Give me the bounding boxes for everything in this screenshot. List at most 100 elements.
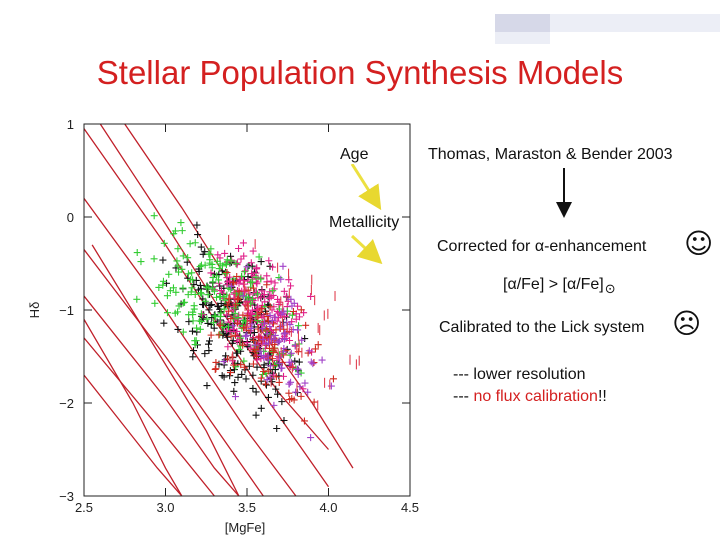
corner-decoration-light <box>550 14 720 32</box>
corner-decoration-fade <box>495 32 550 44</box>
metallicity-label: Metallicity <box>326 214 403 232</box>
sad-face-icon: ☹ <box>672 307 702 340</box>
scatter-point-series-1 <box>268 306 276 314</box>
scatter-point-series-3 <box>232 301 240 309</box>
scatter-point-series-4 <box>243 263 251 271</box>
y-tick-label: 1 <box>67 117 74 132</box>
scatter-point-series-2 <box>248 295 256 303</box>
x-axis-label: [MgFe] <box>225 520 265 535</box>
scatter-point-series-4 <box>292 388 300 396</box>
scatter-point-series-4 <box>276 353 284 361</box>
scatter-point-series-1 <box>223 311 231 319</box>
scatter-point-series-2 <box>159 281 167 289</box>
scatter-point-series-0 <box>204 340 212 348</box>
scatter-point-series-3 <box>212 358 220 366</box>
scatter-point-series-3 <box>240 363 248 371</box>
scatter-point-series-3 <box>258 305 266 313</box>
scatter-point-series-2 <box>223 256 231 264</box>
scatter-point-series-4 <box>280 330 288 338</box>
scatter-point-series-1 <box>199 311 207 319</box>
scatter-point-series-0 <box>278 398 286 406</box>
scatter-point-series-1 <box>269 263 277 271</box>
scatter-point-series-0 <box>210 324 218 332</box>
scatter-point-series-2 <box>210 287 218 295</box>
scatter-point-series-3 <box>257 374 265 382</box>
scatter-point-series-2 <box>155 283 163 291</box>
scatter-point-series-4 <box>307 358 315 366</box>
model-age-line-5 <box>84 374 183 496</box>
age-arrow <box>350 163 382 211</box>
scatter-point-series-2 <box>163 292 171 300</box>
scatter-point-series-0 <box>194 231 202 239</box>
scatter-point-series-0 <box>238 370 246 378</box>
scatter-point-series-2 <box>189 308 197 316</box>
scatter-point-series-2 <box>197 318 205 326</box>
model-metallicity-line-0 <box>99 124 329 450</box>
scatter-point-series-2 <box>252 273 260 281</box>
scatter-point-series-2 <box>174 262 182 270</box>
scatter-point-series-2 <box>137 258 145 266</box>
scatter-point-series-3 <box>297 306 305 314</box>
scatter-point-series-0 <box>193 221 201 229</box>
scatter-point-series-3 <box>242 324 250 332</box>
scatter-point-series-2 <box>242 293 250 301</box>
scatter-point-series-3 <box>233 296 241 304</box>
scatter-point-series-1 <box>247 259 255 267</box>
scatter-point-series-0 <box>189 353 197 361</box>
scatter-point-series-3 <box>250 336 258 344</box>
no-flux-prefix: --- <box>453 388 474 405</box>
scatter-point-series-1 <box>244 277 252 285</box>
scatter-point-series-4 <box>283 319 291 327</box>
scatter-point-series-3 <box>289 308 297 316</box>
scatter-point-series-1 <box>221 249 229 257</box>
scatter-point-series-0 <box>206 301 214 309</box>
scatter-point-series-4 <box>287 358 295 366</box>
scatter-point-series-3 <box>230 278 238 286</box>
scatter-point-series-4 <box>257 351 265 359</box>
y-tick-label: −1 <box>59 303 74 318</box>
alpha-ratio-text: [α/Fe] > [α/Fe] <box>503 276 604 293</box>
scatter-point-series-4 <box>258 325 266 333</box>
scatter-point-series-4 <box>309 360 317 368</box>
scatter-point-series-2 <box>253 290 261 298</box>
scatter-point-series-0 <box>252 388 260 396</box>
scatter-point-series-2 <box>240 357 248 365</box>
happy-face-icon: ☺ <box>684 227 714 260</box>
scatter-point-series-0 <box>272 385 280 393</box>
scatter-point-series-4 <box>261 319 269 327</box>
scatter-point-series-2 <box>196 263 204 271</box>
scatter-point-series-4 <box>229 322 237 330</box>
scatter-point-series-2 <box>255 253 263 261</box>
scatter-point-series-2 <box>171 227 179 235</box>
scatter-point-series-0 <box>245 362 253 370</box>
scatter-point-series-2 <box>159 277 167 285</box>
scatter-point-series-3 <box>227 332 235 340</box>
scatter-point-series-4 <box>247 325 255 333</box>
scatter-point-series-1 <box>253 265 261 273</box>
scatter-point-series-0 <box>233 349 241 357</box>
scatter-point-series-3 <box>249 360 257 368</box>
scatter-point-series-4 <box>242 332 250 340</box>
scatter-point-series-3 <box>225 295 233 303</box>
scatter-point-series-3 <box>263 310 271 318</box>
scatter-point-series-2 <box>206 256 214 264</box>
scatter-point-series-4 <box>251 341 259 349</box>
scatter-point-series-2 <box>216 292 224 300</box>
scatter-point-series-2 <box>188 284 196 292</box>
scatter-point-series-3 <box>207 331 215 339</box>
scatter-point-series-0 <box>268 378 276 386</box>
scatter-point-series-2 <box>163 309 171 317</box>
scatter-point-series-4 <box>293 365 301 373</box>
scatter-point-series-4 <box>256 347 264 355</box>
age-label: Age <box>336 146 373 164</box>
scatter-point-series-2 <box>174 245 182 253</box>
scatter-point-series-4 <box>327 382 335 390</box>
scatter-point-series-1 <box>226 327 234 335</box>
scatter-point-series-3 <box>227 314 235 322</box>
scatter-point-series-4 <box>304 388 312 396</box>
model-age-line-4 <box>84 337 215 496</box>
scatter-point-series-0 <box>200 301 208 309</box>
scatter-point-series-2 <box>169 284 177 292</box>
scatter-point-series-3 <box>262 380 270 388</box>
